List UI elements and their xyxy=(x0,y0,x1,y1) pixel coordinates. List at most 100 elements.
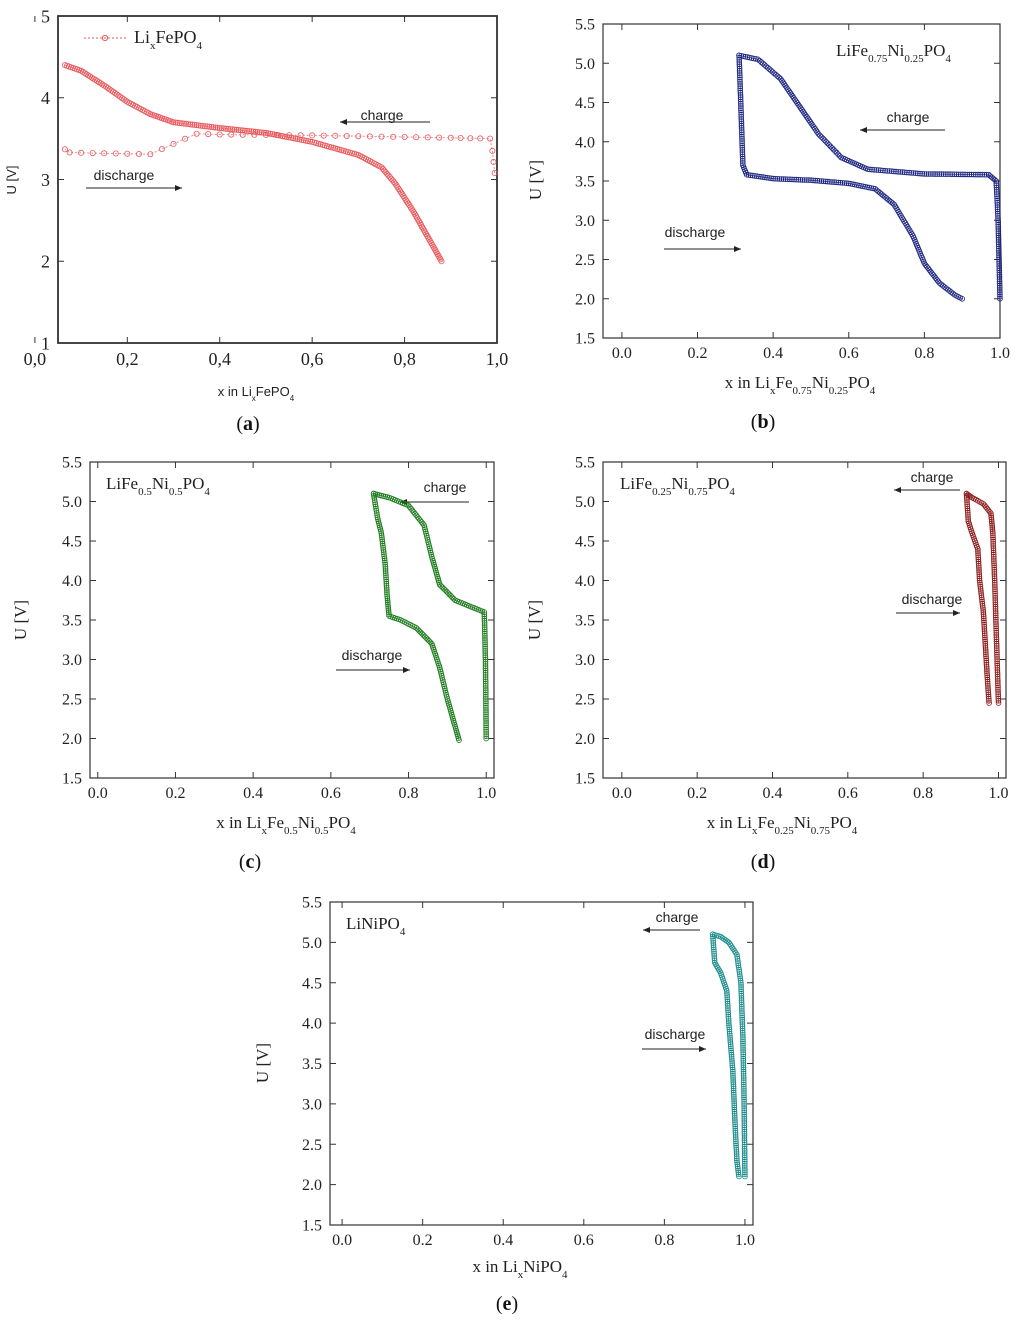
data-point-charge-e xyxy=(740,1062,747,1068)
data-point-charge-b xyxy=(949,171,955,178)
data-point-charge-b xyxy=(776,74,782,81)
data-point-charge-c xyxy=(481,613,488,620)
data-point-charge-c xyxy=(483,711,489,718)
caption-close-paren: ) xyxy=(511,1293,518,1315)
x-axis-label-d-sub: x xyxy=(752,825,758,837)
data-point-charge-d xyxy=(988,516,995,523)
data-point-charge-b xyxy=(955,171,962,178)
data-point-discharge-a xyxy=(281,133,288,140)
data-point-discharge-e xyxy=(733,1144,739,1151)
data-point-charge-b xyxy=(994,206,1001,213)
data-point-discharge-e xyxy=(725,1007,731,1013)
data-point-discharge-d xyxy=(985,695,992,702)
data-point-discharge-e xyxy=(711,948,717,955)
data-point-discharge-c xyxy=(385,605,392,611)
data-point-charge-a xyxy=(274,131,281,138)
legend-label-d-sub: 0.25 xyxy=(652,486,672,498)
x-tick-label-d: 0.2 xyxy=(687,785,707,802)
data-point-discharge-d xyxy=(985,685,991,691)
data-point-charge-d xyxy=(991,571,998,577)
data-point-charge-a xyxy=(309,132,316,139)
data-point-discharge-c xyxy=(442,687,449,694)
plot-frame-d xyxy=(602,461,1007,779)
data-point-charge-e xyxy=(740,1047,746,1053)
data-point-charge-b xyxy=(945,171,951,178)
data-point-discharge-b xyxy=(852,181,858,188)
data-point-discharge-c xyxy=(380,544,387,551)
x-tick-label-a: 0,6 xyxy=(301,349,324,369)
data-point-discharge-b xyxy=(866,184,872,191)
data-point-charge-b xyxy=(995,241,1002,248)
data-point-charge-d xyxy=(992,597,999,603)
data-point-charge-e xyxy=(741,1101,747,1107)
data-point-discharge-e xyxy=(725,1005,731,1011)
data-point-charge-b xyxy=(777,76,784,82)
data-point-discharge-e xyxy=(727,1039,734,1045)
data-point-discharge-c xyxy=(379,538,386,545)
data-point-charge-b xyxy=(832,148,838,155)
data-point-discharge-d xyxy=(974,546,981,552)
x-tick-label-a: 0,0 xyxy=(24,349,47,369)
data-point-discharge-a xyxy=(298,136,305,143)
x-tick-label-b: 0.4 xyxy=(763,345,783,362)
data-point-charge-c xyxy=(482,650,489,656)
legend-label-a: LixFePO4 xyxy=(134,27,203,52)
data-point-charge-a xyxy=(112,150,119,157)
data-point-charge-e xyxy=(740,1081,747,1088)
data-point-charge-d xyxy=(993,625,999,632)
legend-label-c-sub: 0.5 xyxy=(138,486,152,498)
data-point-charge-e xyxy=(741,1096,747,1103)
x-axis-label-b-sub2: 4 xyxy=(870,385,876,397)
data-point-discharge-e xyxy=(730,1087,737,1094)
data-point-charge-d xyxy=(990,538,996,545)
data-point-charge-a xyxy=(124,150,131,157)
data-point-discharge-a xyxy=(381,167,388,174)
panel-e: 1.5 2.0 2.5 3.0 3.5 4.0 4.5 5.0 5.5 0.0 0.2 0.4 0.6 0… xyxy=(253,895,755,1315)
data-point-charge-a xyxy=(297,132,304,139)
data-point-discharge-d xyxy=(984,672,990,679)
data-point-charge-d xyxy=(991,569,998,575)
data-point-discharge-a xyxy=(304,138,311,145)
data-point-charge-e xyxy=(741,1165,748,1171)
data-point-discharge-e xyxy=(726,1026,733,1033)
data-point-discharge-d xyxy=(983,666,990,672)
data-point-charge-c xyxy=(482,676,489,683)
data-point-discharge-d xyxy=(977,581,983,588)
data-point-discharge-e xyxy=(733,1138,739,1145)
x-axis-label-a-suffix: FePO xyxy=(256,384,290,399)
data-point-charge-b xyxy=(981,171,988,178)
data-point-discharge-d xyxy=(964,499,970,505)
data-point-charge-b xyxy=(890,168,897,175)
data-point-charge-b xyxy=(744,54,751,60)
data-point-charge-e xyxy=(739,1008,745,1014)
caption-close-paren: ) xyxy=(769,411,776,433)
data-point-discharge-b xyxy=(829,179,835,185)
data-point-charge-b xyxy=(835,151,841,158)
data-point-discharge-c xyxy=(379,534,385,541)
data-point-discharge-d xyxy=(975,550,981,556)
y-tick-label-c: 2.0 xyxy=(62,731,82,748)
data-point-discharge-a xyxy=(191,121,198,128)
data-point-charge-c xyxy=(446,591,453,598)
data-point-charge-b xyxy=(970,171,977,178)
data-point-charge-b xyxy=(869,166,875,173)
data-point-charge-b xyxy=(993,186,1000,193)
data-point-discharge-d xyxy=(975,548,981,554)
data-point-discharge-e xyxy=(710,933,716,940)
data-point-charge-d xyxy=(990,549,997,556)
x-axis-label-b-prefix: x in Li xyxy=(725,373,771,392)
data-point-charge-a xyxy=(491,169,498,176)
x-tick-label-e: 1.0 xyxy=(735,1232,755,1249)
data-point-discharge-c xyxy=(371,492,377,499)
data-point-discharge-d xyxy=(982,649,989,655)
y-tick-label-e: 2.0 xyxy=(302,1177,322,1194)
data-point-discharge-c xyxy=(385,607,392,613)
data-point-charge-d xyxy=(992,614,999,621)
data-point-charge-b xyxy=(975,171,981,178)
data-point-discharge-a xyxy=(286,134,293,141)
data-point-discharge-d xyxy=(963,495,970,501)
data-point-discharge-a xyxy=(197,122,204,129)
data-point-charge-b xyxy=(927,171,934,177)
data-point-charge-e xyxy=(741,1143,748,1150)
data-point-charge-e xyxy=(740,1070,747,1077)
